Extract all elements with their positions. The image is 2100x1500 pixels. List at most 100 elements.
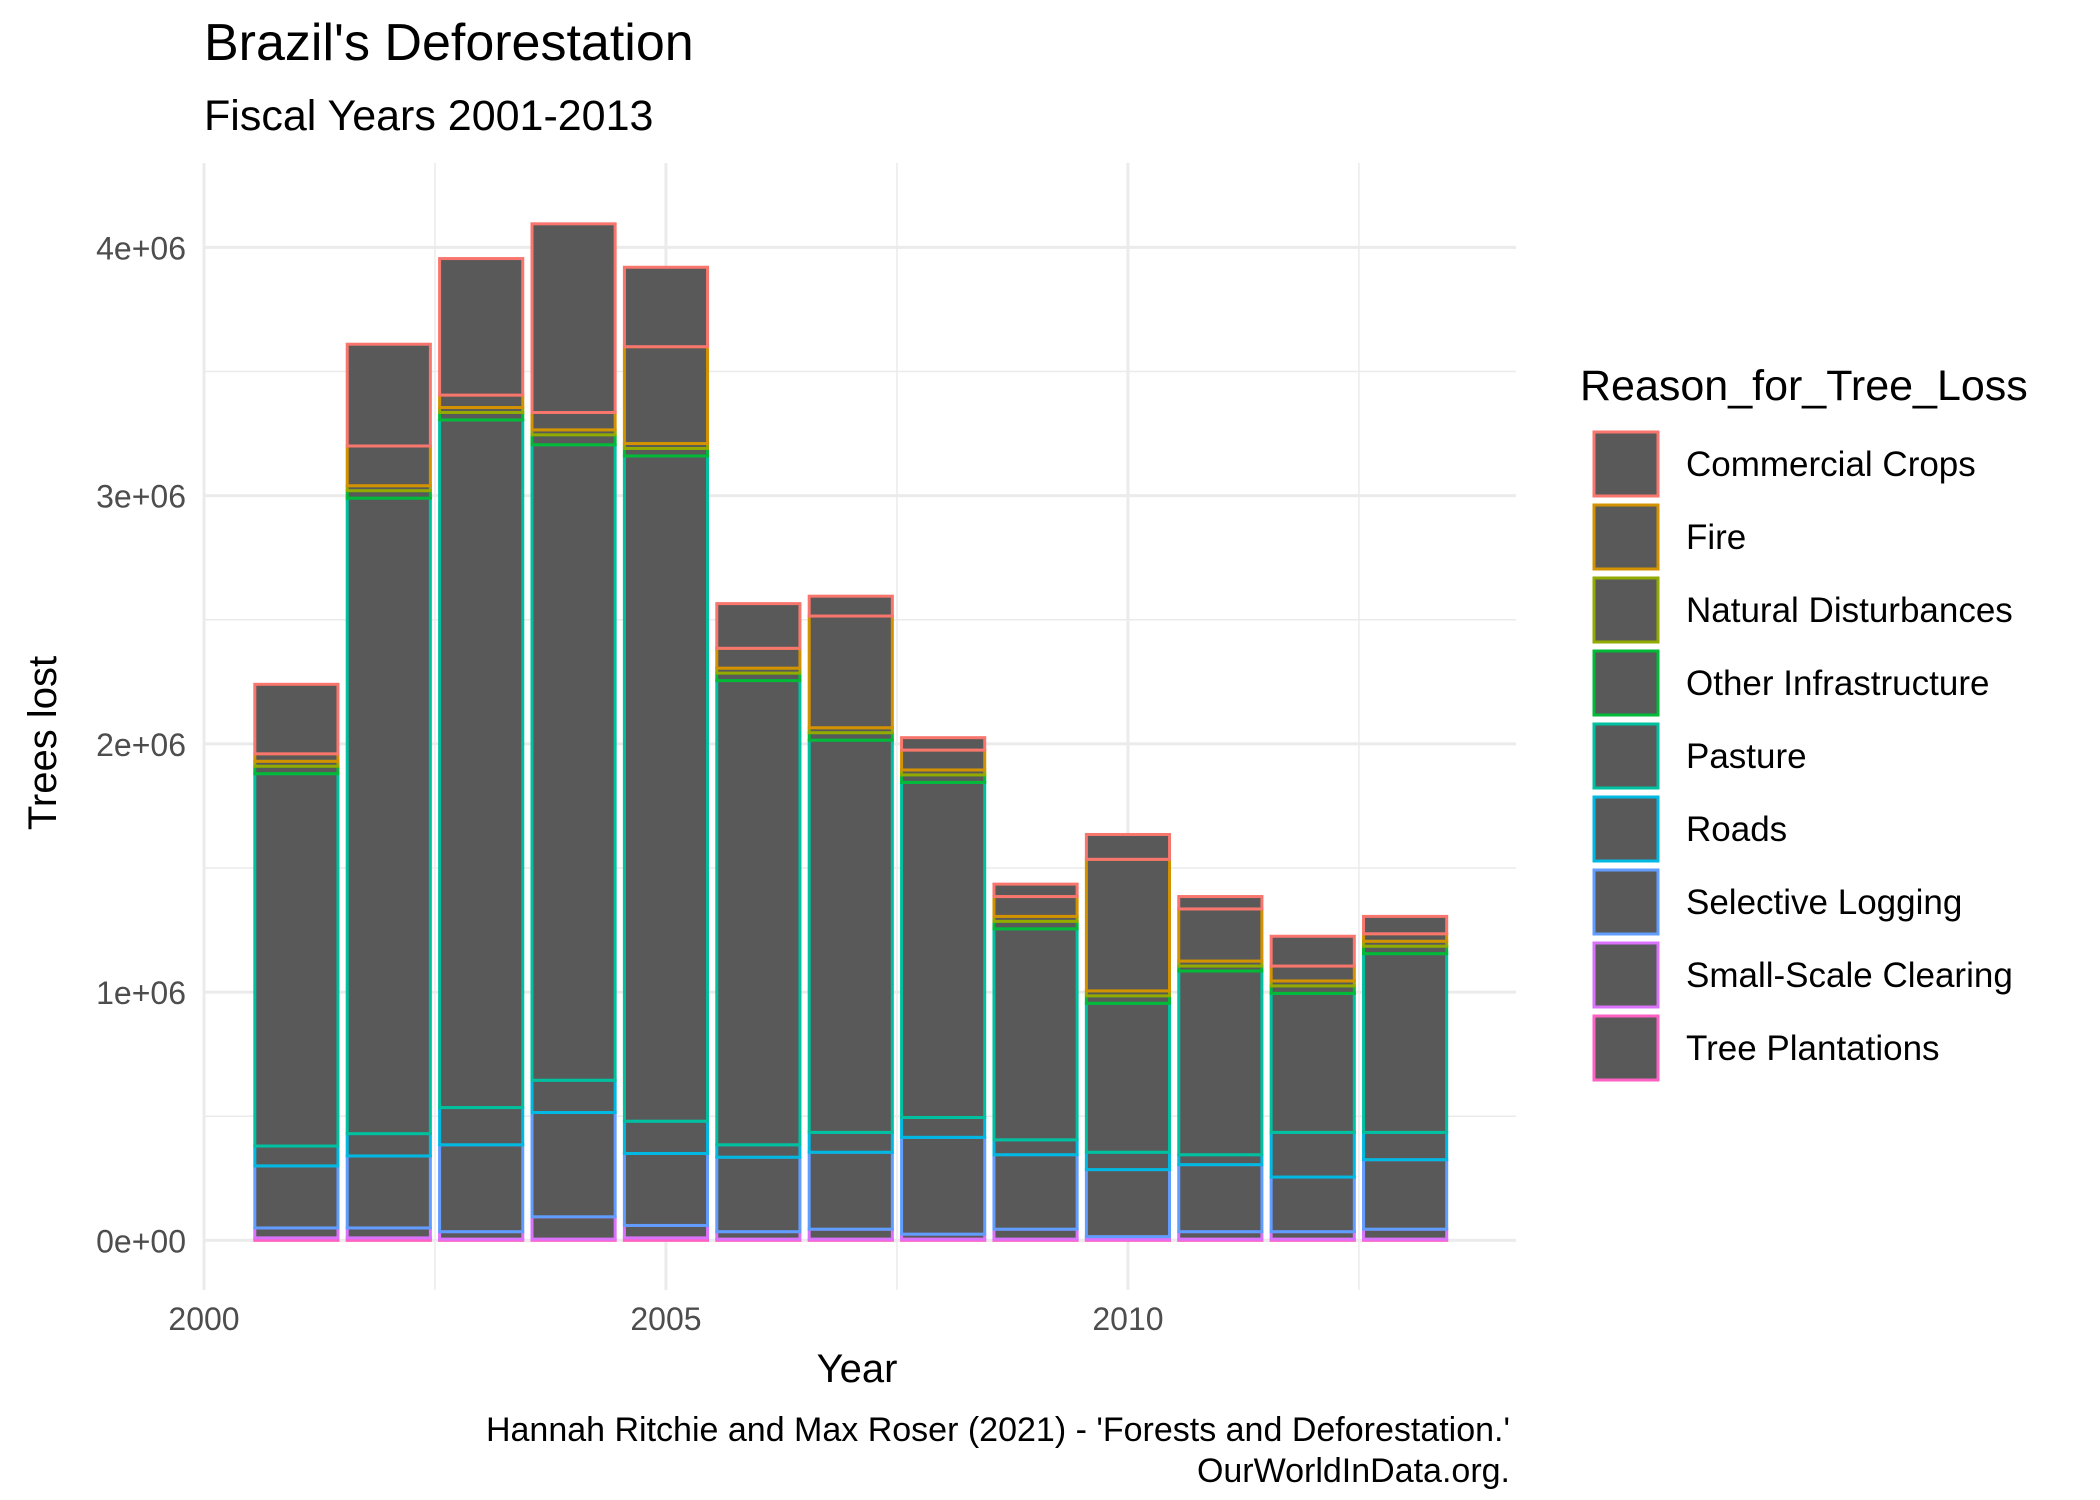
bar-segment <box>715 679 802 1147</box>
legend-key <box>1592 649 1660 717</box>
bar-segment <box>900 748 987 772</box>
legend-label: Other Infrastructure <box>1686 664 1989 703</box>
bar-segment <box>622 1223 710 1240</box>
bar-segment <box>807 738 894 1134</box>
bar-segment <box>622 454 710 1123</box>
y-axis: 0e+00 1e+06 2e+06 3e+06 4e+06 <box>96 230 186 1259</box>
x-axis-title: Year <box>817 1347 898 1391</box>
bar-segment <box>900 736 987 752</box>
bar-segment <box>1362 952 1449 1134</box>
bar-segment <box>345 1154 432 1230</box>
bar-segment <box>715 646 802 670</box>
bar-segment <box>1177 1163 1264 1234</box>
bar-segment <box>1177 907 1264 963</box>
x-tick-label: 2010 <box>1092 1301 1163 1337</box>
caption-line-1: Hannah Ritchie and Max Roser (2021) - 'F… <box>486 1411 1510 1449</box>
bar-segment <box>345 1132 432 1158</box>
bar-segment <box>1084 832 1172 861</box>
bar-segment <box>253 772 340 1148</box>
chart-subtitle: Fiscal Years 2001-2013 <box>204 92 653 140</box>
y-tick-label: 0e+00 <box>96 1223 186 1259</box>
bar-segment <box>438 1106 525 1147</box>
legend-key <box>1592 430 1660 498</box>
bar-segment <box>438 418 525 1110</box>
legend-label: Fire <box>1686 518 1746 557</box>
bar-segment <box>1269 1175 1356 1234</box>
bar-segment <box>253 1144 340 1168</box>
bar-segment <box>807 614 894 730</box>
x-axis: 2000 2005 2010 <box>168 1301 1163 1337</box>
bar-segment <box>438 393 525 410</box>
legend-label: Natural Disturbances <box>1686 591 2013 630</box>
bar-segment <box>345 342 432 448</box>
bar-segment <box>1084 857 1172 993</box>
bar-segment <box>992 1153 1079 1231</box>
bar-segment <box>992 927 1079 1142</box>
legend-key <box>1592 722 1660 790</box>
legend-label: Small-Scale Clearing <box>1686 956 2013 995</box>
legend-label: Commercial Crops <box>1686 445 1976 484</box>
bar-segment <box>1269 991 1356 1134</box>
x-tick-label: 2000 <box>168 1301 239 1337</box>
bar-segment <box>1362 914 1449 936</box>
bar-segment <box>715 602 802 650</box>
legend-key <box>1592 1014 1660 1082</box>
bar-segment <box>253 1164 340 1230</box>
bar-segment <box>438 1143 525 1234</box>
bar-segment <box>345 496 432 1136</box>
bars <box>253 222 1449 1242</box>
bar-segment <box>1084 1150 1172 1172</box>
y-tick-label: 4e+06 <box>96 230 186 266</box>
bar-segment <box>622 1119 710 1155</box>
legend-title: Reason_for_Tree_Loss <box>1580 362 2028 410</box>
bar-segment <box>807 594 894 618</box>
bar-segment <box>807 1150 894 1231</box>
bar-segment <box>1177 969 1264 1157</box>
bar-segment <box>438 257 525 397</box>
legend-label: Tree Plantations <box>1686 1029 1940 1068</box>
bar-segment <box>530 1215 617 1241</box>
bar-segment <box>1084 1001 1172 1154</box>
legend-label: Roads <box>1686 810 1787 849</box>
legend-key <box>1592 503 1660 571</box>
bar-segment <box>715 1155 802 1234</box>
bar-segment <box>1084 1168 1172 1239</box>
bar-segment <box>530 443 617 1082</box>
bar-segment <box>1269 1130 1356 1179</box>
legend: Commercial Crops Fire Natural Disturbances… <box>1592 430 2013 1082</box>
y-tick-label: 1e+06 <box>96 975 186 1011</box>
bar-segment <box>992 1138 1079 1157</box>
bar-segment <box>622 1151 710 1227</box>
bar-segment <box>345 444 432 488</box>
bar-segment <box>253 682 340 756</box>
bar-segment <box>715 1143 802 1159</box>
bar-segment <box>622 265 710 349</box>
legend-key <box>1592 941 1660 1009</box>
bar-segment <box>1269 934 1356 968</box>
legend-label: Pasture <box>1686 737 1807 776</box>
bar-segment <box>992 895 1079 918</box>
legend-key <box>1592 576 1660 644</box>
y-tick-label: 3e+06 <box>96 479 186 515</box>
bar-segment <box>900 1115 987 1139</box>
legend-key <box>1592 868 1660 936</box>
bar-segment <box>1362 1158 1449 1231</box>
bar-segment <box>530 1111 617 1219</box>
x-tick-label: 2005 <box>630 1301 701 1337</box>
bar-segment <box>1362 1130 1449 1162</box>
chart-title: Brazil's Deforestation <box>204 14 694 72</box>
bar-segment <box>1269 964 1356 983</box>
bar-segment <box>622 345 710 446</box>
legend-label: Selective Logging <box>1686 883 1962 922</box>
bar-segment <box>992 882 1079 899</box>
legend-key <box>1592 795 1660 863</box>
bar-segment <box>1177 895 1264 911</box>
bar-segment <box>530 1078 617 1115</box>
y-axis-title: Trees lost <box>21 656 65 830</box>
bar-segment <box>807 1130 894 1154</box>
caption-line-2: OurWorldInData.org. <box>1197 1452 1510 1490</box>
bar-segment <box>900 780 987 1119</box>
bar-segment <box>900 1135 987 1236</box>
y-tick-label: 2e+06 <box>96 727 186 763</box>
